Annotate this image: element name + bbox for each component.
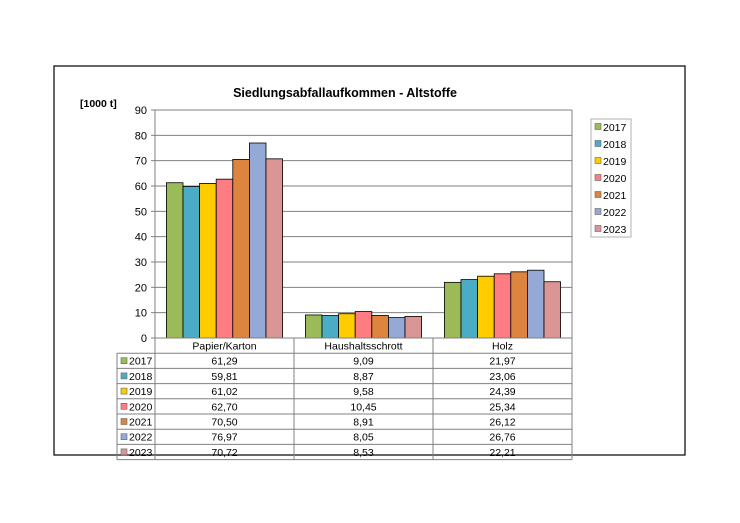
y-tick-label: 80 <box>135 130 147 142</box>
legend-label: 2020 <box>603 173 627 185</box>
table-series-label: 2019 <box>129 386 153 398</box>
legend-swatch-2018 <box>594 140 602 147</box>
y-tick-label: 20 <box>135 282 147 294</box>
y-tick-label: 30 <box>135 257 147 269</box>
data-label: 61,02 <box>211 386 237 398</box>
bar-2019-0 <box>199 183 217 339</box>
data-label: 8,53 <box>353 447 374 459</box>
legend-label: 2017 <box>603 122 627 134</box>
bar-2023-0 <box>265 158 284 339</box>
data-label: 8,91 <box>353 417 374 429</box>
bar-2022-0 <box>248 142 267 339</box>
bar-2023-1 <box>404 315 423 339</box>
bar-2017-1 <box>304 314 323 339</box>
legend-key-2023 <box>120 448 128 456</box>
data-label: 70,72 <box>211 447 237 459</box>
bar-2022-1 <box>387 317 406 339</box>
category-label: Papier/Karton <box>192 341 256 353</box>
legend-label: 2018 <box>603 139 627 151</box>
data-label: 76,97 <box>211 432 237 444</box>
bar-2020-1 <box>354 311 373 339</box>
bar-2023-2 <box>543 281 562 339</box>
category-label: Haushaltsschrott <box>324 341 402 353</box>
table-series-label: 2020 <box>129 401 153 413</box>
chart-frame <box>53 65 686 456</box>
legend-label: 2023 <box>603 224 627 236</box>
y-tick-label: 10 <box>135 308 147 320</box>
table-series-label: 2022 <box>129 432 153 444</box>
legend-key-2020 <box>120 402 128 410</box>
chart-title: Siedlungsabfallaufkommen - Altstoffe <box>233 86 457 100</box>
legend-label: 2022 <box>603 207 627 219</box>
bar-2019-2 <box>477 275 495 339</box>
legend-label: 2019 <box>603 156 627 168</box>
bar-2017-0 <box>165 182 184 339</box>
table-series-label: 2018 <box>129 371 153 383</box>
y-tick-label: 90 <box>135 105 147 117</box>
bar-2018-0 <box>182 186 201 339</box>
data-label: 24,39 <box>489 386 515 398</box>
legend-key-2021 <box>120 418 128 425</box>
bar-2021-0 <box>232 158 250 339</box>
y-tick-label: 50 <box>135 206 147 218</box>
legend-key-2018 <box>120 372 128 380</box>
data-label: 8,87 <box>353 371 374 383</box>
legend-swatch-2017 <box>594 123 602 130</box>
bar-2021-1 <box>371 315 389 339</box>
data-label: 25,34 <box>489 401 515 413</box>
bar-2020-0 <box>215 178 234 339</box>
bar-2018-1 <box>321 315 340 339</box>
data-label: 26,76 <box>489 432 515 444</box>
table-series-label: 2021 <box>129 417 153 429</box>
legend-swatch-2019 <box>594 157 602 164</box>
legend-swatch-2023 <box>594 225 602 232</box>
y-tick-label: 0 <box>141 333 147 345</box>
category-label: Holz <box>492 341 513 353</box>
bar-2018-2 <box>460 279 479 339</box>
y-tick-label: 70 <box>135 156 147 168</box>
legend-key-2017 <box>120 357 128 365</box>
legend-key-2019 <box>120 387 128 395</box>
y-tick-label: 40 <box>135 232 147 244</box>
data-label: 70,50 <box>211 417 237 429</box>
bar-2019-1 <box>338 313 356 339</box>
legend-label: 2021 <box>603 190 627 202</box>
data-label: 22,21 <box>489 447 515 459</box>
data-label: 9,58 <box>353 386 374 398</box>
bar-2021-2 <box>510 271 528 339</box>
data-label: 9,09 <box>353 356 374 368</box>
data-label: 23,06 <box>489 371 515 383</box>
data-label: 26,12 <box>489 417 515 429</box>
data-label: 61,29 <box>211 356 237 368</box>
legend-key-2022 <box>120 433 128 441</box>
data-label: 59,81 <box>211 371 237 383</box>
bar-2022-2 <box>527 269 545 339</box>
bar-2017-2 <box>443 281 462 339</box>
data-label: 62,70 <box>211 401 237 413</box>
legend-swatch-2022 <box>594 208 602 215</box>
legend-swatch-2020 <box>594 174 602 181</box>
data-label: 21,97 <box>489 356 515 368</box>
y-tick-label: 60 <box>135 181 147 193</box>
bar-2020-2 <box>493 273 512 339</box>
data-label: 10,45 <box>350 401 376 413</box>
y-axis-label: [1000 t] <box>80 98 117 110</box>
table-series-label: 2017 <box>129 356 153 368</box>
table-series-label: 2023 <box>129 447 153 459</box>
legend-swatch-2021 <box>594 191 602 198</box>
data-label: 8,05 <box>353 432 374 444</box>
